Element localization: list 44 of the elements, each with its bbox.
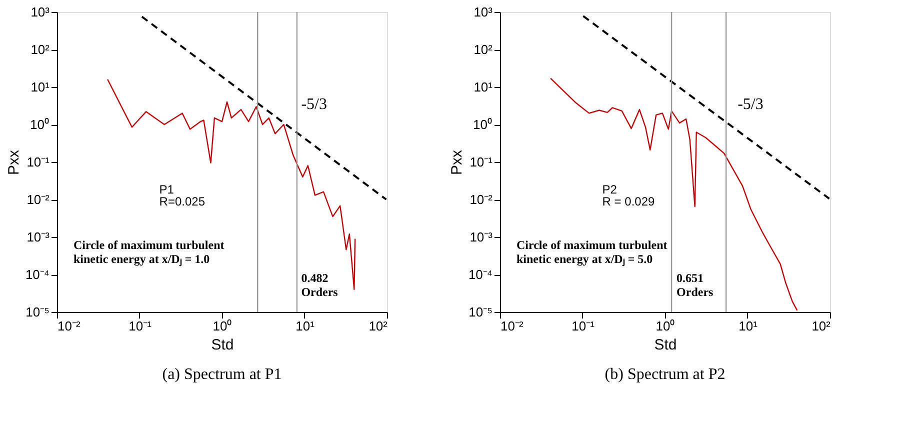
y-tick-label: 10³	[474, 4, 494, 20]
annotation: -5/3	[738, 96, 764, 113]
x-tick-label: 10⁰	[656, 318, 676, 334]
y-axis-title: Pxx	[5, 150, 22, 176]
y-tick-label: 10⁻³	[470, 230, 494, 244]
annotation: R = 0.029	[602, 194, 655, 208]
x-tick-label: 10⁰	[212, 318, 232, 334]
y-tick-label: 10⁻⁴	[468, 267, 492, 282]
y-tick-label: 10³	[30, 4, 50, 20]
y-tick-label: 10⁰	[30, 117, 50, 132]
annotation: 0.651 Orders	[676, 271, 714, 299]
y-tick-label: 10⁻⁵	[468, 304, 492, 320]
y-tick-label: 10⁻³	[26, 230, 50, 244]
annotation: R=0.025	[159, 194, 206, 208]
annotation: P1	[159, 182, 174, 196]
text: (a) Spectrum at P1	[162, 366, 282, 383]
y-tick-label: 10²	[474, 42, 494, 57]
annotation: 0.482 Orders	[301, 271, 338, 299]
y-tick-label: 10¹	[474, 80, 494, 94]
x-tick-label: 10²	[368, 318, 388, 334]
y-tick-label: 10²	[30, 42, 50, 57]
x-tick-label: 10⁻¹	[128, 318, 152, 334]
y-tick-label: 10⁻²	[470, 192, 494, 207]
x-tick-label: 10⁻²	[58, 318, 81, 334]
y-tick-label: 10⁻¹	[26, 154, 50, 170]
annotation: Circle of maximum turbulent kinetic energy at x/Dⱼ = 5.0	[516, 238, 668, 267]
x-tick-label: 10⁻¹	[572, 318, 596, 334]
annotation: P2	[602, 182, 618, 196]
annotation: -5/3	[301, 96, 327, 113]
y-tick-label: 10⁻²	[26, 192, 50, 207]
y-tick-label: 10⁻¹	[470, 154, 494, 170]
y-tick-label: 10⁻⁵	[26, 304, 50, 320]
y-axis-title: Pxx	[448, 150, 466, 176]
x-tick-label: 10¹	[296, 318, 316, 334]
x-tick-label: 10⁻²	[500, 318, 524, 334]
y-tick-label: 10⁰	[473, 117, 492, 132]
annotation: Circle of maximum turbulent kinetic energy at x/Dⱼ = 1.0	[74, 238, 224, 267]
x-tick-label: 10²	[812, 318, 832, 334]
text: (b) Spectrum at P2	[604, 366, 726, 383]
y-tick-label: 10¹	[30, 80, 50, 94]
x-tick-label: 10¹	[738, 318, 758, 334]
y-tick-label: 10⁻⁴	[25, 267, 50, 282]
x-axis-title: Std	[211, 336, 234, 354]
x-axis-title: Std	[654, 336, 677, 354]
